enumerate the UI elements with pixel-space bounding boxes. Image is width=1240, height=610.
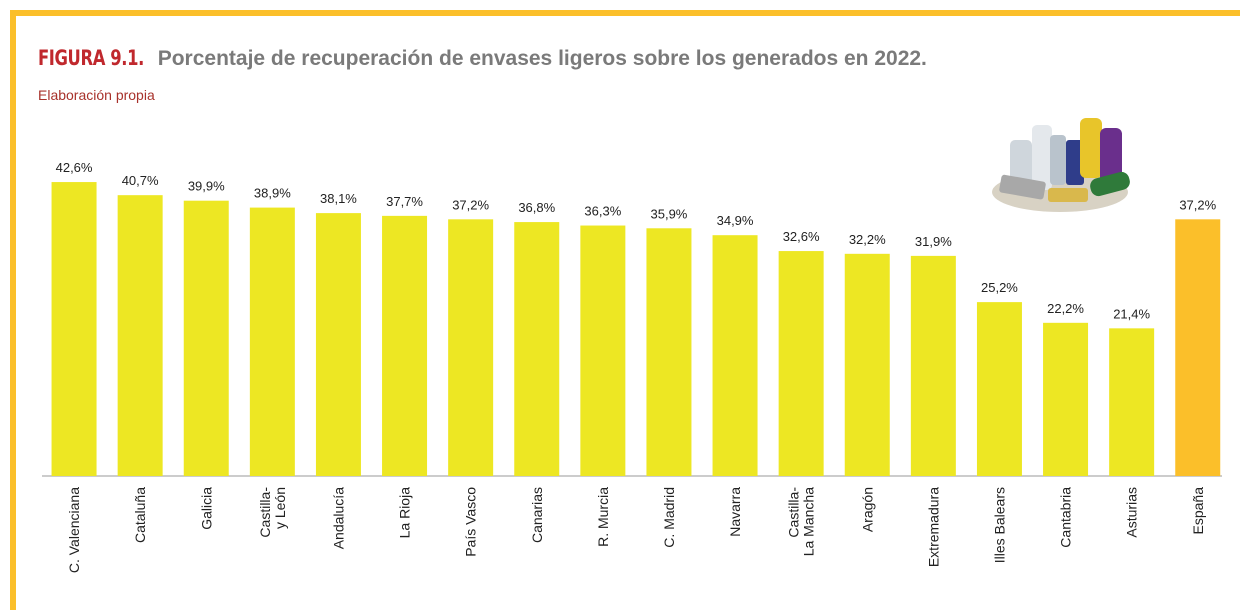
value-label: 34,9% [717, 213, 754, 228]
x-tick-label: Castilla-La Mancha [786, 487, 817, 557]
x-tick-label: Navarra [727, 487, 743, 537]
x-tick-label: C. Madrid [661, 487, 677, 548]
bar [1109, 328, 1155, 476]
x-tick-label: Andalucía [330, 487, 346, 549]
value-label: 31,9% [915, 234, 952, 249]
bar [117, 195, 163, 477]
value-label: 38,9% [254, 186, 291, 201]
chart-title: Porcentaje de recuperación de envases li… [157, 47, 927, 70]
bar [646, 228, 692, 476]
bar [183, 200, 229, 476]
bar [51, 182, 97, 476]
bar [778, 251, 824, 476]
value-label: 37,2% [1179, 197, 1216, 212]
x-tick-label: Asturias [1124, 487, 1140, 538]
value-label: 36,8% [518, 200, 555, 215]
bar [249, 207, 295, 476]
value-label: 35,9% [651, 206, 688, 221]
figure-label: FIGURA 9.1. [38, 46, 144, 70]
x-tick-label: R. Murcia [595, 487, 611, 547]
chart-subtitle: Elaboración propia [38, 87, 155, 103]
x-tick-label: Illes Balears [991, 487, 1007, 563]
bar [844, 253, 890, 476]
x-tick-label: País Vasco [463, 487, 479, 557]
value-label: 37,2% [452, 197, 489, 212]
x-tick-label: Cataluña [132, 487, 148, 543]
frame [10, 10, 16, 610]
x-tick-label: Castilla-y León [257, 487, 288, 538]
bar [580, 225, 626, 476]
value-label: 22,2% [1047, 301, 1084, 316]
value-label: 32,2% [849, 232, 886, 247]
value-label: 42,6% [56, 160, 93, 175]
chart-title-block: FIGURA 9.1. Porcentaje de recuperación d… [38, 46, 927, 71]
value-label: 25,2% [981, 280, 1018, 295]
illustration [992, 118, 1130, 212]
bar [315, 213, 361, 477]
value-label: 32,6% [783, 229, 820, 244]
value-label: 40,7% [122, 173, 159, 188]
value-label: 39,9% [188, 179, 225, 194]
value-label: 36,3% [584, 204, 621, 219]
x-tick-label: La Rioja [397, 487, 413, 539]
x-tick-label: Galicia [198, 487, 214, 530]
bar [1043, 322, 1089, 476]
value-label: 37,7% [386, 194, 423, 209]
x-tick-label: España [1190, 487, 1206, 535]
frame [10, 10, 1240, 16]
bar [1175, 219, 1221, 476]
x-tick-label: C. Valenciana [66, 487, 82, 573]
value-label: 21,4% [1113, 306, 1150, 321]
bar [712, 235, 758, 476]
bar [382, 215, 428, 476]
x-tick-label: Cantabria [1058, 487, 1074, 548]
bar [976, 302, 1022, 476]
x-tick-label: Extremadura [925, 487, 941, 567]
bar [910, 255, 956, 476]
bar [514, 222, 560, 476]
bar [448, 219, 494, 476]
x-tick-label: Canarias [529, 487, 545, 543]
value-label: 38,1% [320, 191, 357, 206]
x-tick-label: Aragón [859, 487, 875, 532]
